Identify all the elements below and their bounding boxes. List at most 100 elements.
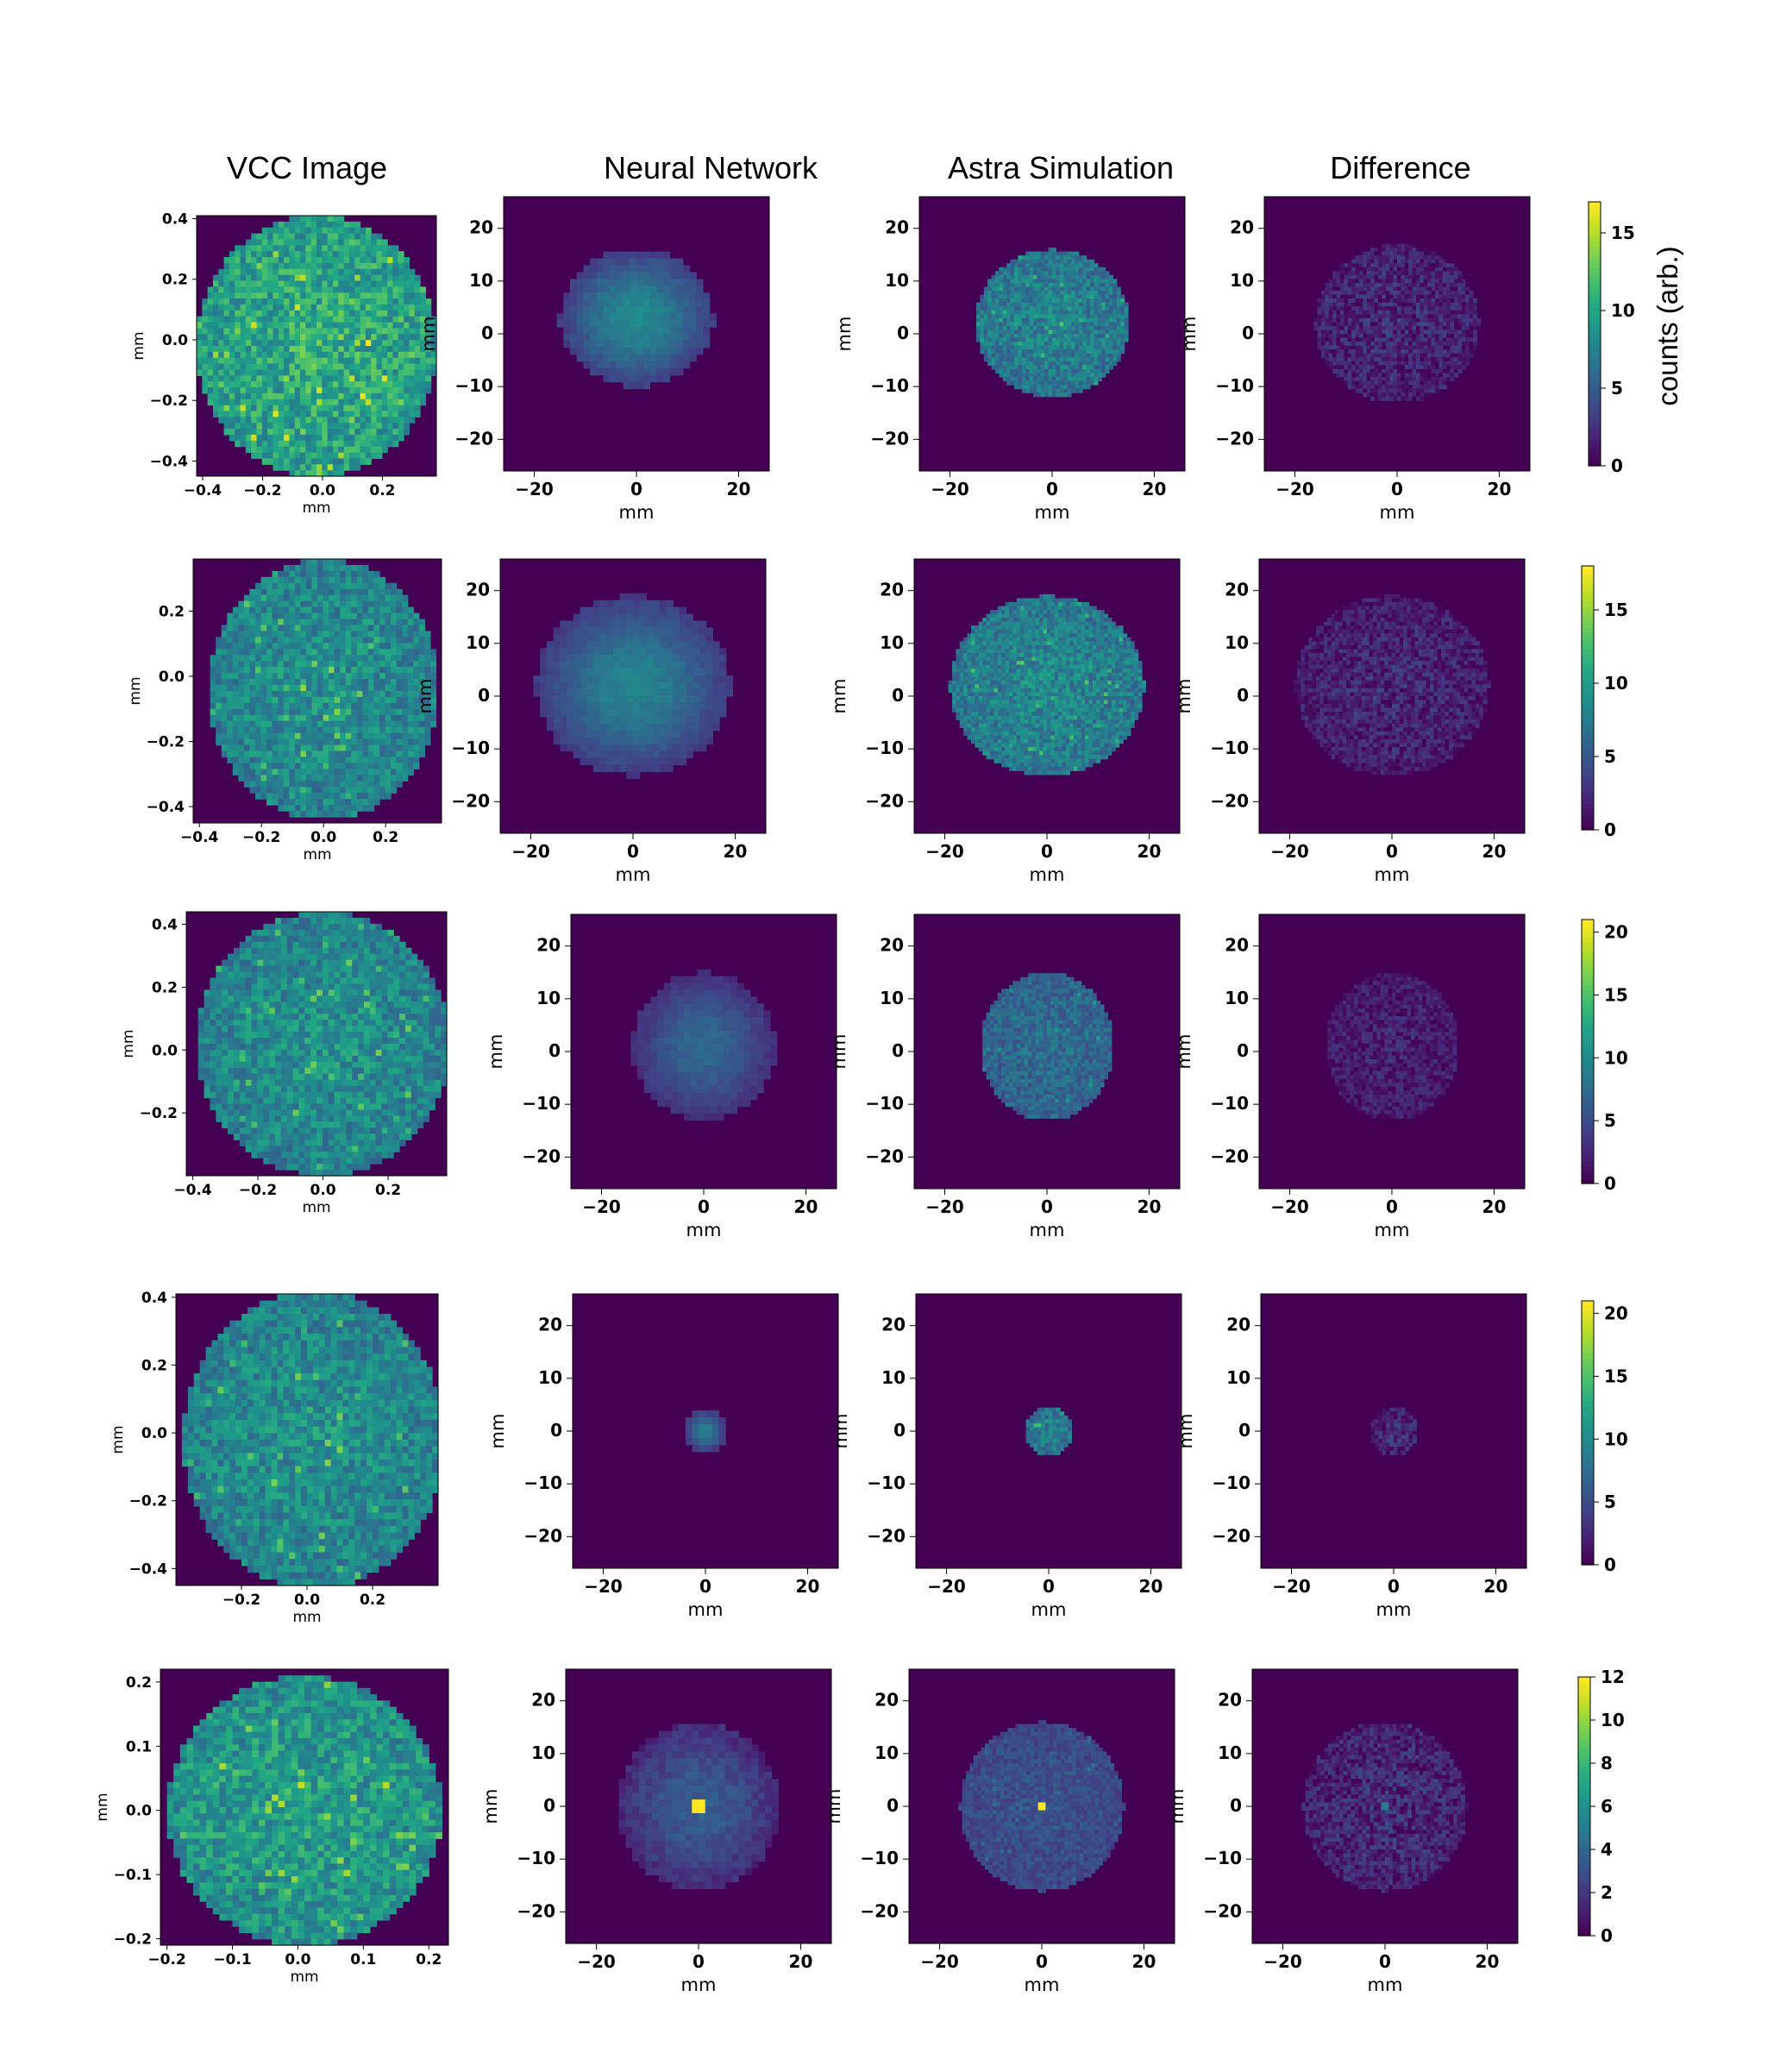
heatmap-cell <box>703 340 711 348</box>
heatmap-cell <box>1082 291 1087 296</box>
heatmap-cell <box>1116 349 1121 355</box>
heatmap-cell <box>1048 388 1053 393</box>
heatmap-cell <box>414 304 421 311</box>
heatmap-cell <box>1423 298 1428 304</box>
heatmap-cell <box>1006 286 1012 292</box>
heatmap-cell <box>221 708 228 716</box>
heatmap-cell <box>1454 330 1458 335</box>
heatmap-cell <box>1018 330 1023 335</box>
heatmap-cell <box>1416 337 1420 342</box>
heatmap-cell <box>1344 317 1349 323</box>
heatmap-cell <box>229 434 235 442</box>
heatmap-cell <box>991 322 996 327</box>
heatmap-cell <box>1404 349 1409 355</box>
heatmap-cell <box>1446 349 1451 355</box>
heatmap-cell <box>1317 302 1322 307</box>
heatmap-cell <box>332 411 339 418</box>
heatmap-cell <box>636 367 644 376</box>
heatmap-cell <box>1067 373 1072 378</box>
heatmap-cell <box>1366 365 1371 370</box>
heatmap-cell <box>1401 361 1406 366</box>
heatmap-cell <box>1359 251 1363 256</box>
heatmap-cell <box>249 714 256 722</box>
heatmap-cell <box>202 375 209 382</box>
heatmap-cell <box>1010 267 1015 272</box>
heatmap-cell <box>1351 306 1357 311</box>
heatmap-cell <box>260 708 267 716</box>
heatmap-cell <box>1347 282 1352 288</box>
heatmap-cell <box>1427 302 1432 307</box>
heatmap-cell <box>570 286 578 293</box>
heatmap-cell <box>1059 325 1064 331</box>
heatmap-cell <box>1378 376 1382 382</box>
heatmap-cell <box>272 643 279 650</box>
heatmap-cell <box>1018 342 1023 347</box>
heatmap-cell <box>980 314 985 319</box>
heatmap-cell <box>1048 255 1053 261</box>
heatmap-cell <box>1366 282 1371 288</box>
heatmap-cell <box>1385 306 1390 311</box>
heatmap-cell <box>709 313 717 321</box>
heatmap-cell <box>1374 392 1379 398</box>
heatmap-cell <box>669 347 677 355</box>
heatmap-cell <box>1401 302 1406 307</box>
heatmap-cell <box>278 298 285 305</box>
heatmap-cell <box>360 268 367 276</box>
heatmap-cell <box>317 446 323 454</box>
heatmap-cell <box>273 286 279 293</box>
heatmap-cell <box>1389 365 1395 370</box>
heatmap-cell <box>983 306 988 311</box>
heatmap-cell <box>1412 291 1417 296</box>
heatmap-cell <box>1021 342 1026 347</box>
heatmap-cell <box>1378 302 1382 307</box>
heatmap-cell <box>223 268 230 276</box>
heatmap-cell <box>343 434 350 442</box>
heatmap-cell <box>1340 376 1344 382</box>
heatmap-cell <box>238 600 245 608</box>
heatmap-cell <box>278 570 285 578</box>
heatmap-cell <box>1461 342 1466 347</box>
heatmap-cell <box>1378 325 1382 331</box>
heatmap-cell <box>376 357 383 365</box>
heatmap-cell <box>266 781 273 788</box>
heatmap-cell <box>1442 263 1447 268</box>
heatmap-cell <box>999 267 1004 272</box>
heatmap-cell <box>1328 279 1333 284</box>
heatmap-cell <box>1025 388 1031 393</box>
heatmap-cell <box>1412 267 1417 272</box>
heatmap-cell <box>404 268 411 276</box>
heatmap-cell <box>696 313 704 321</box>
heatmap-cell <box>1431 368 1436 374</box>
heatmap-cell <box>322 387 329 394</box>
heatmap-cell <box>1438 337 1444 342</box>
heatmap-cell <box>1344 325 1349 331</box>
heatmap-cell <box>1473 310 1477 315</box>
heatmap-cell <box>300 363 306 371</box>
heatmap-cell <box>272 673 279 680</box>
heatmap-cell <box>995 345 1000 350</box>
heatmap-cell <box>272 661 279 668</box>
heatmap-cell <box>278 649 285 656</box>
heatmap-cell <box>392 346 399 353</box>
heatmap-cell <box>1025 267 1031 272</box>
heatmap-cell <box>1109 334 1113 339</box>
heatmap-cell <box>1446 376 1451 382</box>
heatmap-cell <box>662 374 671 383</box>
heatmap-cell <box>1450 267 1455 272</box>
heatmap-cell <box>1374 342 1379 347</box>
heatmap-cell <box>289 423 296 430</box>
heatmap-cell <box>1317 298 1322 304</box>
heatmap-cell <box>636 334 644 342</box>
heatmap-cell <box>327 310 334 317</box>
heatmap-cell <box>1427 345 1432 350</box>
heatmap-cell <box>294 392 301 400</box>
heatmap-cell <box>404 340 411 347</box>
heatmap-cell <box>381 322 388 330</box>
heatmap-cell <box>1321 353 1326 358</box>
heatmap-cell <box>221 667 228 674</box>
heatmap-cell <box>327 221 334 229</box>
heatmap-cell <box>238 618 245 626</box>
heatmap-cell <box>332 322 339 330</box>
heatmap-cell <box>987 302 993 307</box>
heatmap-cell <box>348 262 355 270</box>
